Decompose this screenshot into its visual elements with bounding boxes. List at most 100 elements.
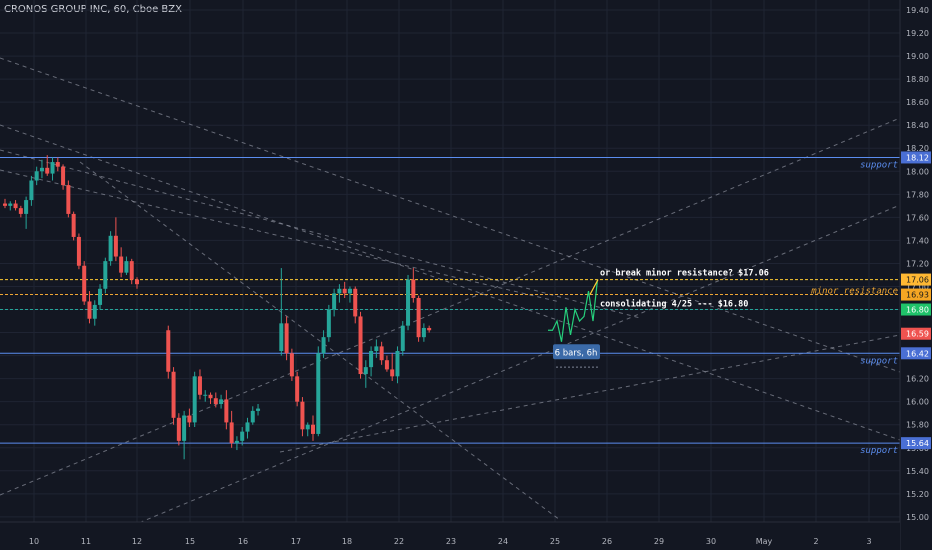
- candle-body: [316, 353, 321, 434]
- projection-breakout: [589, 279, 599, 295]
- x-tick-label: 24: [498, 537, 508, 546]
- annotation-consolidating: consolidating 4/25 --- $16.80: [600, 299, 748, 310]
- price-tag: [901, 303, 931, 316]
- candle-body: [358, 316, 363, 375]
- x-tick-label: 25: [550, 537, 560, 546]
- candle-body: [98, 288, 103, 305]
- candle-body: [229, 422, 234, 444]
- y-tick-label: 19.00: [906, 52, 929, 61]
- y-tick-label: 17.00: [906, 282, 929, 291]
- candle-body: [337, 288, 342, 294]
- candle-body: [311, 424, 315, 434]
- hline-label: support: [860, 160, 898, 170]
- candle-body: [187, 415, 192, 423]
- bars-range-label: 6 bars, 6h: [555, 348, 598, 358]
- candle-body: [379, 346, 384, 361]
- price-tag: [901, 288, 931, 301]
- candle-body: [363, 367, 368, 375]
- candle-body: [50, 162, 55, 174]
- candle-body: [295, 376, 300, 402]
- candle-body: [55, 162, 60, 167]
- candle-body: [300, 401, 305, 430]
- y-tick-label: 16.20: [906, 375, 929, 384]
- trendline: [0, 57, 901, 373]
- bars-range-badge: [553, 344, 600, 360]
- candle-body: [108, 235, 113, 262]
- price-tag-label: 16.42: [906, 349, 929, 358]
- candle-body: [18, 208, 23, 214]
- candle-body: [289, 353, 294, 377]
- trendline: [279, 334, 901, 453]
- candle-body: [45, 167, 50, 174]
- x-tick-label: 22: [394, 537, 404, 546]
- x-tick-label: 10: [29, 537, 39, 546]
- candle-body: [416, 298, 421, 338]
- candle-body: [240, 431, 245, 441]
- y-tick-label: 15.80: [906, 421, 929, 430]
- trendline: [79, 161, 561, 521]
- candle-body: [208, 394, 213, 399]
- candle-body: [66, 185, 71, 214]
- candle-body: [82, 265, 87, 302]
- x-tick-label: 23: [446, 537, 456, 546]
- x-axis-panel: [0, 522, 900, 550]
- candle-body: [176, 417, 181, 441]
- candle-body: [203, 394, 208, 396]
- candle-body: [326, 309, 331, 338]
- y-tick-label: 18.20: [906, 144, 929, 153]
- y-tick-label: 17.40: [906, 236, 929, 245]
- candle-body: [256, 408, 261, 411]
- trendline: [0, 124, 901, 441]
- candle-body: [129, 261, 134, 280]
- y-tick-label: 16.00: [906, 398, 929, 407]
- candle-body: [234, 440, 239, 444]
- candle-body: [76, 236, 81, 266]
- candle-body: [119, 256, 124, 273]
- candle-body: [197, 376, 202, 395]
- price-tag: [901, 327, 931, 340]
- hline-label: support: [860, 446, 898, 456]
- candle-body: [219, 399, 224, 404]
- price-tag-label: 18.12: [906, 153, 929, 162]
- candle-body: [427, 327, 432, 331]
- candle-body: [390, 369, 395, 377]
- price-tag-label: 16.59: [906, 330, 929, 339]
- candle-body: [71, 213, 76, 237]
- price-tag-label: 16.93: [906, 291, 929, 300]
- x-tick-label: May: [756, 537, 773, 546]
- hline-label: minor resistance: [810, 287, 898, 297]
- candle-body: [8, 203, 13, 206]
- candle-body: [384, 360, 389, 370]
- candle-body: [24, 200, 29, 214]
- x-tick-label: 29: [654, 537, 664, 546]
- y-tick-label: 18.00: [906, 167, 929, 176]
- x-tick-label: 3: [866, 537, 871, 546]
- y-tick-label: 18.80: [906, 75, 929, 84]
- y-tick-label: 15.40: [906, 467, 929, 476]
- candle-body: [182, 415, 187, 441]
- y-tick-label: 15.00: [906, 513, 929, 522]
- price-tag: [901, 347, 931, 360]
- y-tick-label: 19.40: [906, 6, 929, 15]
- candle-body: [395, 350, 400, 377]
- candle-body: [411, 279, 416, 298]
- trendline: [0, 149, 641, 319]
- candle-body: [166, 330, 171, 372]
- candle-body: [321, 337, 326, 354]
- candle-body: [421, 327, 426, 338]
- candle-body: [279, 323, 284, 351]
- x-tick-label: 17: [291, 537, 301, 546]
- price-tag: [901, 437, 931, 450]
- y-tick-label: 17.20: [906, 259, 929, 268]
- candle-body: [192, 376, 197, 423]
- candle-body: [92, 304, 97, 319]
- price-tag-label: 16.80: [906, 306, 929, 315]
- candle-body: [171, 371, 176, 418]
- price-tag-label: 17.06: [906, 276, 929, 285]
- candle-body: [284, 323, 289, 354]
- x-tick-label: 12: [132, 537, 142, 546]
- candle-body: [213, 398, 218, 404]
- hline-label: support: [860, 356, 898, 366]
- x-tick-label: 16: [238, 537, 248, 546]
